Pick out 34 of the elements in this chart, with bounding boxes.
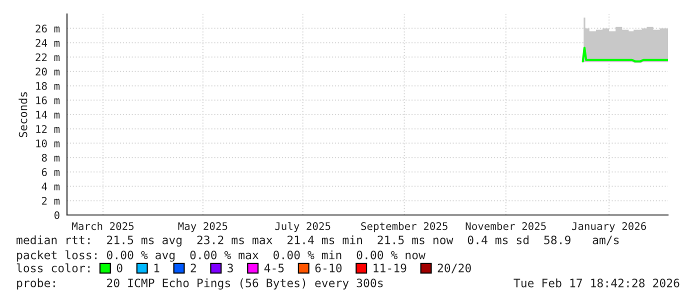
x-tick-label: May 2025 [178,222,228,232]
y-tick-label: 26 m [36,24,60,32]
y-tick-label: 8 m [42,154,60,162]
x-tick-label: September 2025 [361,222,448,232]
y-tick-label: 24 m [36,38,60,47]
text: Tue Feb 17 18:42:28 2026 [514,278,680,288]
legend-title: loss color: [16,263,90,272]
y-tick-label: 14 m [36,110,60,118]
x-tick-label: January 2026 [572,222,646,232]
y-tick-label: 16 m [36,96,60,104]
legend-label: 6-10 [315,264,342,272]
x-tick-label: July 2025 [275,222,330,232]
y-tick-label: 10 m [36,139,60,148]
legend-label: 1 [154,264,160,272]
x-tick-label: March 2025 [72,222,134,230]
text: median rtt: 21.5 ms avg 23.2 ms max 21.4 ms min 21.5 ms now 0.4 ms sd 58.9 am/s [16,235,619,247]
y-tick-label: 0 [54,211,60,220]
y-tick-label: 20 m [36,68,60,76]
y-axis-title: Seconds [18,92,28,138]
y-tick-label: 4 m [42,182,60,190]
x-tick-label: November 2025 [466,222,546,230]
legend-label: 4-5 [264,264,284,272]
text: packet loss: 0.00 % avg 0.00 % max 0.00 % min 0.00 % now [17,250,426,262]
y-tick-label: 12 m [36,125,60,133]
y-tick-label: 6 m [42,168,60,176]
legend-label: 3 [228,264,233,272]
y-tick-label: 2 m [42,196,60,205]
text: probe: 20 ICMP Echo Pings (56 Bytes) every 300s [17,278,383,290]
legend-label: 11-19 [374,264,406,272]
legend-label: 2 [190,264,196,272]
legend-label: 20/20 [438,264,471,274]
legend-label: 0 [116,264,122,272]
y-tick-label: 22 m [36,53,60,62]
y-tick-label: 18 m [36,82,60,90]
